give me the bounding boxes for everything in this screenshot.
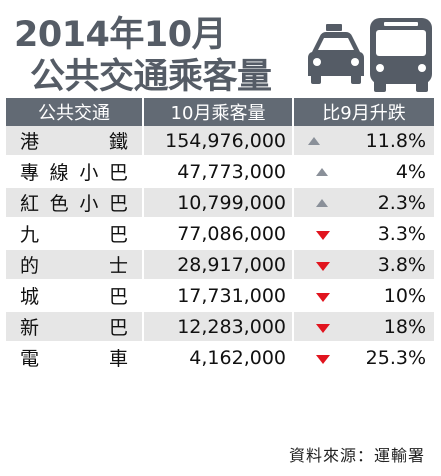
change-value: 25.3% [365, 346, 426, 369]
table-row: 的 士 28,917,000 3.8% [6, 250, 434, 281]
transport-mode-cell: 港 鐵 [6, 126, 142, 157]
passenger-count-cell: 4,162,000 [142, 343, 292, 374]
taxi-icon [308, 24, 364, 84]
up-arrow-icon [316, 199, 328, 207]
change-value: 11.8% [365, 129, 426, 152]
change-cell: 3.3% [292, 219, 434, 250]
bus-icon [370, 18, 432, 92]
change-value: 4% [395, 160, 426, 183]
passenger-count-cell: 17,731,000 [142, 281, 292, 312]
up-arrow-icon [308, 137, 320, 145]
passenger-count-cell: 47,773,000 [142, 157, 292, 188]
passenger-count-cell: 12,283,000 [142, 312, 292, 343]
change-value: 18% [383, 315, 426, 338]
transport-mode-cell: 九 巴 [6, 219, 142, 250]
chart-title-line1: 2014年10月 [14, 15, 227, 55]
change-value: 3.8% [377, 253, 426, 276]
passenger-count-cell: 154,976,000 [142, 126, 292, 157]
transport-mode-cell: 電 車 [6, 343, 142, 374]
down-arrow-icon [316, 231, 330, 240]
passenger-table: 公共交通 10月乘客量 比9月升跌 港 鐵 154,976,000 11.8% 專線小… [6, 98, 434, 374]
change-value: 10% [383, 284, 426, 307]
chart-title-line2: 公共交通乘客量 [30, 57, 272, 97]
change-cell: 18% [292, 312, 434, 343]
change-value: 2.3% [377, 191, 426, 214]
column-header-change: 比9月升跌 [292, 98, 434, 126]
table-row: 城 巴 17,731,000 10% [6, 281, 434, 312]
down-arrow-icon [316, 324, 330, 333]
column-header-mode: 公共交通 [6, 98, 142, 126]
table-row: 電 車 4,162,000 25.3% [6, 343, 434, 374]
down-arrow-icon [316, 293, 330, 302]
table-row: 港 鐵 154,976,000 11.8% [6, 126, 434, 157]
change-cell: 11.8% [292, 126, 434, 157]
down-arrow-icon [316, 262, 330, 271]
change-cell: 2.3% [292, 188, 434, 219]
table-row: 新 巴 12,283,000 18% [6, 312, 434, 343]
transport-mode-cell: 的 士 [6, 250, 142, 281]
transport-mode-cell: 紅色小巴 [6, 188, 142, 219]
up-arrow-icon [316, 168, 328, 176]
table-row: 九 巴 77,086,000 3.3% [6, 219, 434, 250]
passenger-count-cell: 10,799,000 [142, 188, 292, 219]
transport-mode-cell: 城 巴 [6, 281, 142, 312]
change-cell: 25.3% [292, 343, 434, 374]
table-row: 紅色小巴 10,799,000 2.3% [6, 188, 434, 219]
change-cell: 4% [292, 157, 434, 188]
table-row: 專線小巴 47,773,000 4% [6, 157, 434, 188]
transport-mode-cell: 專線小巴 [6, 157, 142, 188]
change-cell: 3.8% [292, 250, 434, 281]
transport-mode-cell: 新 巴 [6, 312, 142, 343]
change-value: 3.3% [377, 222, 426, 245]
down-arrow-icon [316, 355, 330, 364]
source-note: 資料來源：運輸署 [288, 446, 425, 465]
column-header-passengers: 10月乘客量 [142, 98, 292, 126]
passenger-count-cell: 77,086,000 [142, 219, 292, 250]
vehicles-illustration [308, 18, 432, 92]
change-cell: 10% [292, 281, 434, 312]
table-header: 公共交通 10月乘客量 比9月升跌 [6, 98, 434, 126]
passenger-count-cell: 28,917,000 [142, 250, 292, 281]
